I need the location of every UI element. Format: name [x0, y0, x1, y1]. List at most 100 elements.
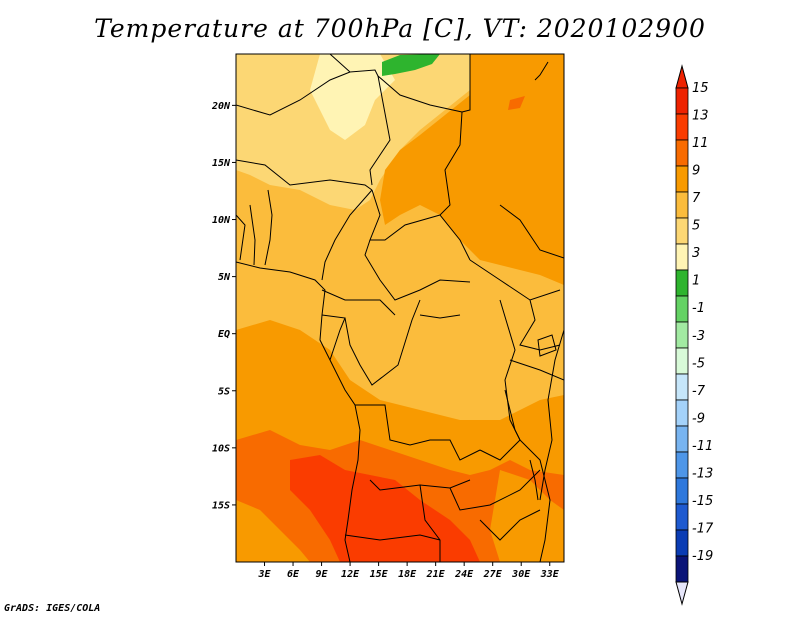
colorbar-swatch: [675, 191, 689, 219]
border-egypt: [461, 54, 471, 113]
colorbar-label: -7: [692, 384, 706, 399]
field-east-hot-spot: [508, 96, 525, 110]
country-borders: [236, 54, 564, 562]
border-togo: [249, 204, 256, 266]
lon-tick-label: 21E: [426, 569, 446, 580]
colorbar-label: -11: [692, 439, 713, 454]
lon-tick-label: 3E: [257, 569, 271, 580]
lat-tick-label: EQ: [218, 329, 230, 340]
colorbar-swatch: [675, 555, 689, 583]
colorbar-swatch: [675, 529, 689, 557]
lon-tick-label: 30E: [511, 569, 531, 580]
colorbar-swatch: [675, 503, 689, 531]
coastline-east: [539, 329, 564, 501]
colorbar-label: -5: [692, 356, 705, 371]
lon-tick-label: 6E: [287, 569, 300, 580]
border-gabon: [321, 314, 346, 361]
field-east-warm: [380, 54, 564, 285]
lon-tick-label: 18E: [398, 569, 417, 580]
colorbar-swatch: [675, 477, 689, 505]
colorbar-swatch: [675, 113, 689, 141]
lon-tick-label: 33E: [540, 569, 560, 580]
colorbar-swatch: [675, 373, 689, 401]
field-south-hottest: [290, 455, 480, 562]
colorbar-label: 5: [692, 219, 700, 234]
colorbar-top-arrow: [675, 64, 689, 89]
colorbar: 15 13 11 9 7 5 3 1 -1 -3 -5 -7 -9 -11 -13 -15 -17 -19: [675, 64, 714, 606]
colorbar-swatch: [675, 269, 689, 297]
border-niger-nigeria: [236, 159, 373, 191]
colorbar-label: -1: [692, 301, 705, 316]
border-tanzania: [509, 359, 564, 381]
border-namibia-botswana: [419, 484, 441, 562]
colorbar-label: -15: [692, 494, 713, 509]
lon-tick-label: 24E: [454, 569, 474, 580]
lon-tick-label: 27E: [483, 569, 503, 580]
border-chad-west: [369, 75, 391, 186]
coastline-west: [236, 261, 361, 562]
lat-tick-label: 15S: [212, 500, 230, 511]
lake-victoria: [537, 334, 557, 357]
grads-credit: GrADS: IGES/COLA: [4, 603, 101, 614]
colorbar-bottom-arrow: [675, 581, 689, 606]
lake-malawi: [529, 459, 539, 501]
lat-tick-label: 10S: [212, 443, 230, 454]
colorbar-label: -17: [692, 521, 714, 536]
colorbar-label: 7: [692, 191, 701, 206]
colorbar-swatch: [675, 321, 689, 349]
border-car-south: [364, 239, 471, 301]
border-angola-namibia: [344, 534, 441, 541]
field-cold-patch: [382, 54, 440, 76]
border-chad-car: [369, 189, 441, 241]
border-cameroon-gabon: [321, 289, 396, 316]
colorbar-label: 11: [692, 136, 709, 151]
border-benin: [264, 189, 273, 266]
colorbar-label: 1: [692, 274, 700, 289]
river-congo: [419, 314, 461, 319]
colorbar-swatch: [675, 425, 689, 453]
border-zimbabwe: [479, 509, 541, 541]
border-ghana: [236, 214, 246, 261]
colorbar-swatch: [675, 243, 689, 271]
longitude-axis: 3E 6E 9E 12E 15E 18E 21E 24E 27E 30E 33E: [257, 562, 560, 580]
lat-tick-label: 20N: [211, 101, 231, 112]
latitude-axis: 20N 15N 10N 5N EQ 5S 10S 15S: [211, 101, 236, 511]
border-chad-sudan: [439, 111, 471, 261]
colorbar-swatch: [675, 347, 689, 375]
border-south-sudan: [469, 259, 561, 301]
lon-tick-label: 9E: [316, 569, 329, 580]
border-zambia: [449, 469, 541, 511]
border-algeria-niger: [236, 71, 351, 116]
colorbar-label: -13: [692, 466, 713, 481]
colorbar-label: -3: [692, 329, 705, 344]
nile-river: [534, 61, 549, 81]
border-nigeria-cameroon: [321, 189, 373, 281]
colorbar-label: -9: [692, 411, 705, 426]
map-title: Temperature at 700hPa [C], VT: 202010290…: [94, 14, 706, 43]
colorbar-swatch: [675, 399, 689, 427]
colorbar-label: 15: [692, 81, 709, 96]
colorbar-swatch: [675, 451, 689, 479]
field-north-palest-2: [348, 108, 365, 128]
lat-tick-label: 5S: [218, 386, 230, 397]
lat-tick-label: 10N: [212, 215, 231, 226]
field-north-palest: [310, 54, 395, 140]
border-congo: [344, 299, 421, 386]
lat-tick-label: 15N: [212, 158, 231, 169]
map-frame: [235, 53, 565, 563]
field-south-west-cool: [236, 500, 310, 562]
lat-tick-label: 5N: [218, 272, 231, 283]
colorbar-swatch: [675, 165, 689, 193]
lake-tanganyika: [504, 389, 521, 441]
border-ethiopia: [499, 204, 564, 259]
temperature-field: [236, 54, 564, 562]
border-drc-east: [479, 299, 521, 461]
colorbar-swatch: [675, 217, 689, 245]
colorbar-label: -19: [692, 549, 713, 564]
lon-tick-label: 15E: [370, 569, 389, 580]
border-drc-angola: [355, 404, 481, 461]
colorbar-label: 9: [692, 164, 700, 179]
border-uganda: [519, 299, 561, 351]
colorbar-swatch: [675, 139, 689, 167]
